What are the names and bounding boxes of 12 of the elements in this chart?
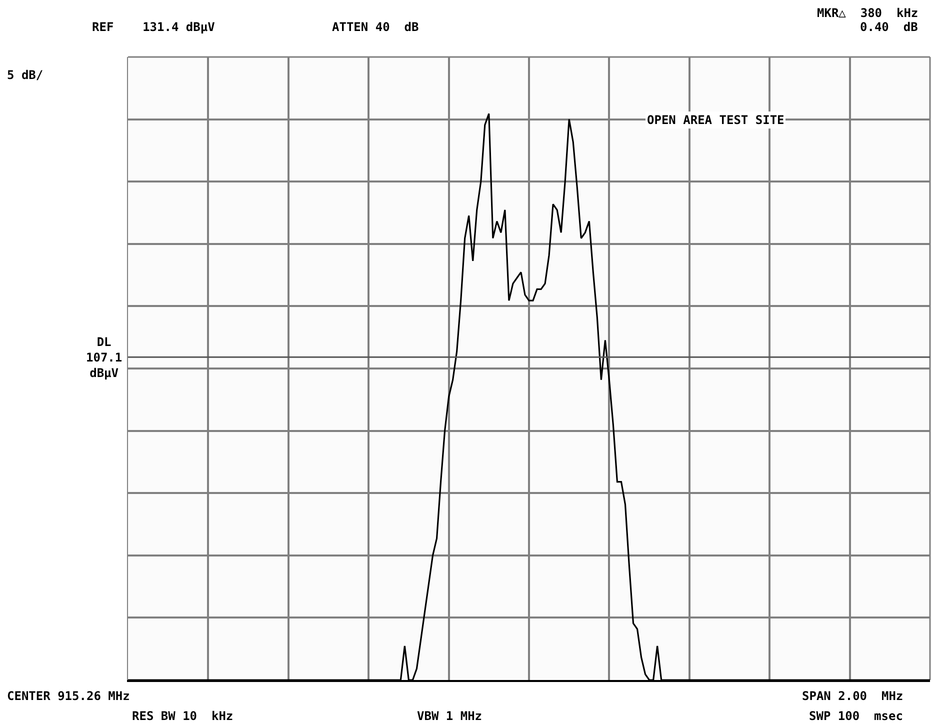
text: ATTEN 40 dB: [332, 20, 419, 34]
text: REF 131.4 dBµV: [92, 20, 215, 34]
text: 5 dB/: [7, 68, 44, 82]
ref-line-label: DL 107.1 dBµV: [86, 335, 122, 380]
annotation: OPEN AREA TEST SITE: [647, 113, 784, 127]
text: CENTER 915.26 MHz: [7, 689, 130, 703]
text: VBW 1 MHz: [417, 709, 482, 723]
text: RES BW 10 kHz: [132, 709, 234, 723]
text: 0.40 dB: [860, 20, 918, 34]
text: MKR△ 380 kHz: [817, 6, 918, 20]
text: SPAN 2.00 MHz: [802, 689, 904, 703]
text: SWP 100 msec: [809, 709, 903, 723]
